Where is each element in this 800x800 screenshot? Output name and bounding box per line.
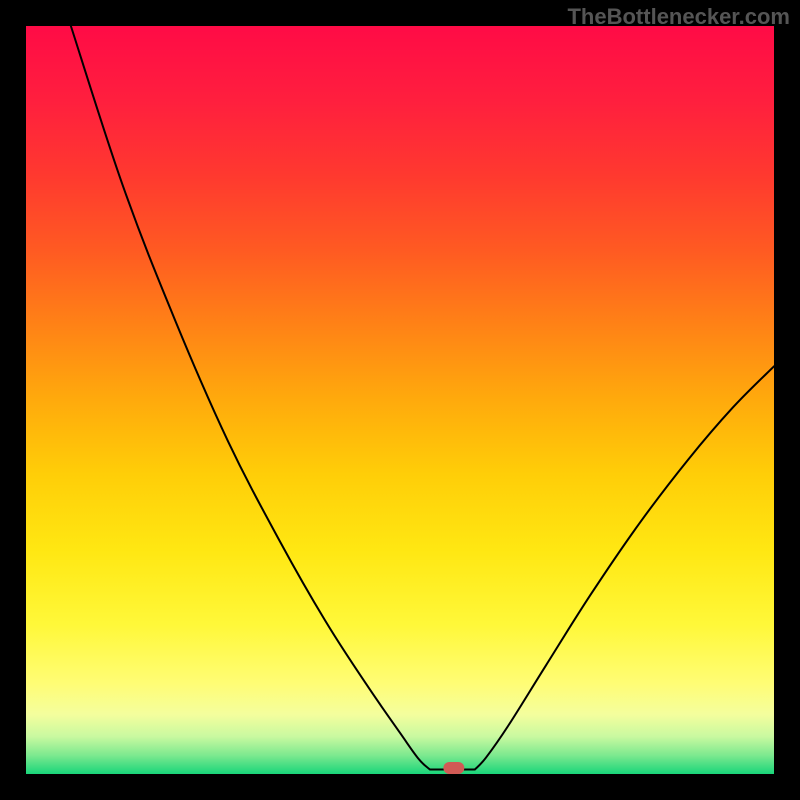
optimum-marker xyxy=(443,762,464,774)
bottleneck-chart xyxy=(0,0,800,800)
chart-background xyxy=(26,26,774,774)
chart-container: TheBottlenecker.com xyxy=(0,0,800,800)
